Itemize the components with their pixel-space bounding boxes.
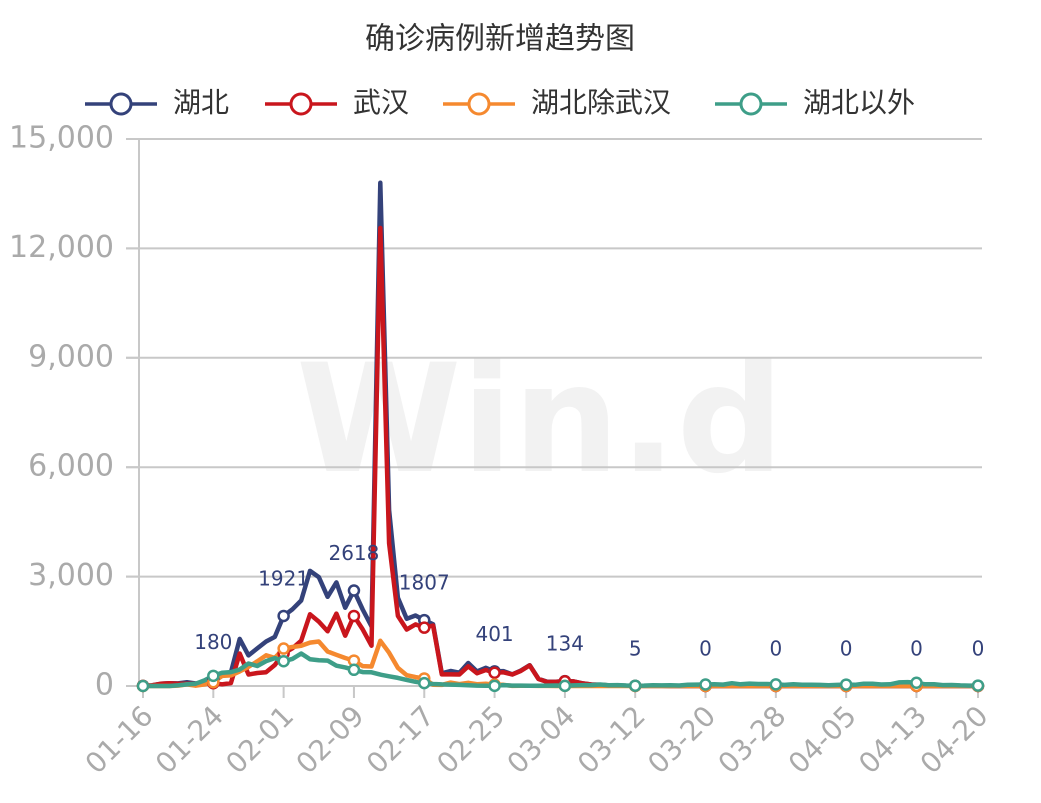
legend-marker bbox=[289, 92, 313, 116]
point-marker bbox=[277, 654, 290, 668]
data-label: 401 bbox=[475, 622, 513, 646]
point-marker bbox=[347, 609, 361, 623]
data-label: 180 bbox=[194, 630, 232, 654]
legend-marker bbox=[739, 92, 763, 116]
point-marker bbox=[488, 679, 501, 693]
legend-item: 武汉 bbox=[265, 86, 409, 119]
legend-marker bbox=[109, 92, 133, 116]
point-marker bbox=[277, 609, 290, 623]
x-tick-label: 02-17 bbox=[360, 699, 441, 780]
x-tick-label: 01-16 bbox=[79, 699, 160, 780]
x-tick-label: 01-24 bbox=[149, 699, 230, 780]
x-tick-label: 03-28 bbox=[712, 699, 793, 780]
y-tick-label: 6,000 bbox=[28, 449, 114, 484]
legend-item: 湖北除武汉 bbox=[443, 86, 671, 119]
watermark: Win.d bbox=[296, 333, 784, 507]
legend-item: 湖北以外 bbox=[715, 86, 915, 119]
legend-label: 武汉 bbox=[353, 86, 409, 119]
point-marker bbox=[971, 679, 985, 692]
point-marker bbox=[277, 642, 290, 655]
point-marker bbox=[769, 678, 783, 691]
x-tick-label: 02-09 bbox=[290, 699, 371, 780]
x-tick-label: 04-20 bbox=[914, 699, 995, 780]
data-label: 0 bbox=[840, 637, 853, 661]
legend-label: 湖北除武汉 bbox=[531, 86, 671, 119]
legend-item: 湖北 bbox=[85, 86, 229, 119]
point-marker bbox=[347, 584, 361, 597]
x-tick-label: 04-05 bbox=[782, 699, 863, 780]
y-tick-label: 15,000 bbox=[9, 121, 114, 156]
data-label: 134 bbox=[546, 632, 584, 656]
data-label: 1921 bbox=[258, 566, 309, 590]
x-tick-label: 03-20 bbox=[641, 699, 722, 780]
x-tick-label: 03-12 bbox=[571, 699, 652, 780]
x-tick-label: 02-25 bbox=[430, 699, 511, 780]
point-marker bbox=[347, 663, 361, 677]
legend-label: 湖北 bbox=[173, 86, 229, 119]
data-label: 0 bbox=[910, 637, 923, 661]
data-label: 2618 bbox=[328, 541, 379, 565]
data-label: 0 bbox=[769, 637, 782, 661]
data-label: 1807 bbox=[399, 571, 450, 595]
y-tick-label: 0 bbox=[95, 668, 114, 703]
point-marker bbox=[910, 676, 923, 690]
x-tick-label: 02-01 bbox=[219, 699, 300, 780]
x-tick-label: 03-04 bbox=[501, 699, 582, 780]
data-label: 0 bbox=[972, 637, 985, 661]
point-marker bbox=[418, 676, 431, 690]
point-marker bbox=[839, 678, 853, 691]
point-marker bbox=[488, 666, 501, 679]
legend-label: 湖北以外 bbox=[803, 86, 915, 119]
point-marker bbox=[418, 621, 431, 634]
y-tick-label: 9,000 bbox=[28, 339, 114, 374]
point-marker bbox=[628, 679, 642, 692]
point-marker bbox=[136, 679, 150, 693]
legend-marker bbox=[467, 92, 491, 116]
x-tick-label: 04-13 bbox=[852, 699, 933, 780]
chart-title: 确诊病例新增趋势图 bbox=[365, 22, 635, 57]
y-tick-label: 12,000 bbox=[9, 230, 114, 265]
y-tick-label: 3,000 bbox=[28, 558, 114, 593]
point-marker bbox=[699, 678, 712, 691]
point-marker bbox=[558, 679, 572, 693]
point-marker bbox=[207, 669, 220, 683]
data-label: 0 bbox=[699, 637, 712, 661]
data-label: 5 bbox=[629, 636, 642, 660]
